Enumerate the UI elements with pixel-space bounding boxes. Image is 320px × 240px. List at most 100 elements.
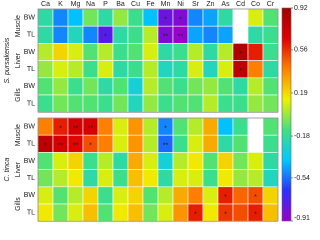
heat-cell xyxy=(127,25,144,44)
heat-cell xyxy=(142,43,159,61)
significance-mark: ** xyxy=(73,143,79,150)
heat-cell xyxy=(52,186,69,205)
heat-cell xyxy=(127,152,144,170)
heat-cell xyxy=(52,152,69,170)
heat-cell xyxy=(112,43,129,61)
heat-cell xyxy=(37,94,54,113)
heat-cell xyxy=(187,169,204,188)
heat-cell xyxy=(82,60,99,79)
heat-cell xyxy=(202,25,219,44)
heat-cell xyxy=(262,8,279,27)
heat-cell xyxy=(217,94,234,113)
heat-cell xyxy=(82,203,99,222)
heat-cell xyxy=(112,94,129,113)
heat-cell xyxy=(97,134,114,153)
panel-label: S. pursakensis xyxy=(4,37,11,83)
heat-cell xyxy=(202,43,219,61)
heat-cell xyxy=(262,203,279,222)
heat-cell xyxy=(247,169,264,188)
heat-cell xyxy=(127,186,144,205)
colorbar-tick-label: 0.92 xyxy=(294,5,308,12)
heat-cell xyxy=(97,60,114,79)
significance-mark: ** xyxy=(163,34,169,41)
row-label: TL xyxy=(27,209,35,216)
heat-cell xyxy=(217,134,234,153)
heat-cell xyxy=(67,25,84,44)
heat-cell xyxy=(217,169,234,188)
heat-cell xyxy=(157,169,174,188)
significance-mark: * xyxy=(59,125,62,132)
panel-frame xyxy=(37,117,279,222)
significance-mark: ** xyxy=(58,143,64,150)
significance-mark: * xyxy=(164,16,167,23)
heat-cell xyxy=(82,43,99,61)
heat-cell xyxy=(247,77,264,96)
heat-cell xyxy=(232,203,249,222)
heat-cell xyxy=(37,43,54,61)
heat-cell xyxy=(172,134,189,153)
heat-cell xyxy=(247,25,264,44)
heat-cell xyxy=(142,25,159,44)
heat-cell xyxy=(172,152,189,170)
heat-cell xyxy=(97,94,114,113)
heat-cell xyxy=(157,203,174,222)
heat-cell xyxy=(202,117,219,136)
heat-cell xyxy=(202,203,219,222)
heat-cell xyxy=(52,169,69,188)
heat-cell xyxy=(67,43,84,61)
row-label: TL xyxy=(27,141,35,148)
row-label: BW xyxy=(24,14,36,21)
heat-cell xyxy=(142,8,159,27)
row-label: TL xyxy=(27,100,35,107)
heat-cell xyxy=(82,186,99,205)
heat-cell xyxy=(172,169,189,188)
heat-cell xyxy=(247,43,264,61)
significance-mark: * xyxy=(194,211,197,218)
significance-mark: * xyxy=(254,211,257,218)
heat-cell xyxy=(82,8,99,27)
heat-cell xyxy=(172,186,189,205)
heat-cell xyxy=(97,152,114,170)
heat-cell xyxy=(262,94,279,113)
heat-cell xyxy=(187,8,204,27)
heat-cell xyxy=(187,117,204,136)
heat-cell xyxy=(187,60,204,79)
heat-cell xyxy=(187,43,204,61)
heat-cell xyxy=(187,186,204,205)
heat-cell xyxy=(187,77,204,96)
colorbar-tick-label: -0.18 xyxy=(294,133,310,140)
row-label: BW xyxy=(24,83,36,90)
heat-cell xyxy=(37,203,54,222)
column-label: As xyxy=(221,1,230,8)
heat-cell xyxy=(67,60,84,79)
significance-mark: * xyxy=(104,34,107,41)
heat-cell xyxy=(202,169,219,188)
heat-cell xyxy=(97,43,114,61)
column-label: Zn xyxy=(206,1,214,8)
heat-cell xyxy=(97,77,114,96)
heat-cell xyxy=(157,60,174,79)
heat-cell xyxy=(82,169,99,188)
column-label: Sr xyxy=(192,1,200,8)
heat-cell xyxy=(142,60,159,79)
heat-cell xyxy=(52,60,69,79)
panel-frame xyxy=(37,8,279,113)
heat-cell xyxy=(112,25,129,44)
heat-cell xyxy=(217,117,234,136)
colorbar xyxy=(281,7,292,222)
group-label: Gills xyxy=(15,88,22,102)
group-label: Liver xyxy=(15,161,22,177)
heat-cell xyxy=(37,186,54,205)
heat-cell xyxy=(112,203,129,222)
heat-cell xyxy=(217,25,234,44)
heat-cell xyxy=(172,43,189,61)
heat-cell xyxy=(202,8,219,27)
significance-mark: ** xyxy=(163,143,169,150)
heat-cell xyxy=(157,43,174,61)
heat-cell xyxy=(97,203,114,222)
heat-cell xyxy=(52,77,69,96)
column-label: Mn xyxy=(161,1,171,8)
heat-cell xyxy=(127,94,144,113)
heat-cell xyxy=(37,25,54,44)
significance-mark: * xyxy=(224,211,227,218)
